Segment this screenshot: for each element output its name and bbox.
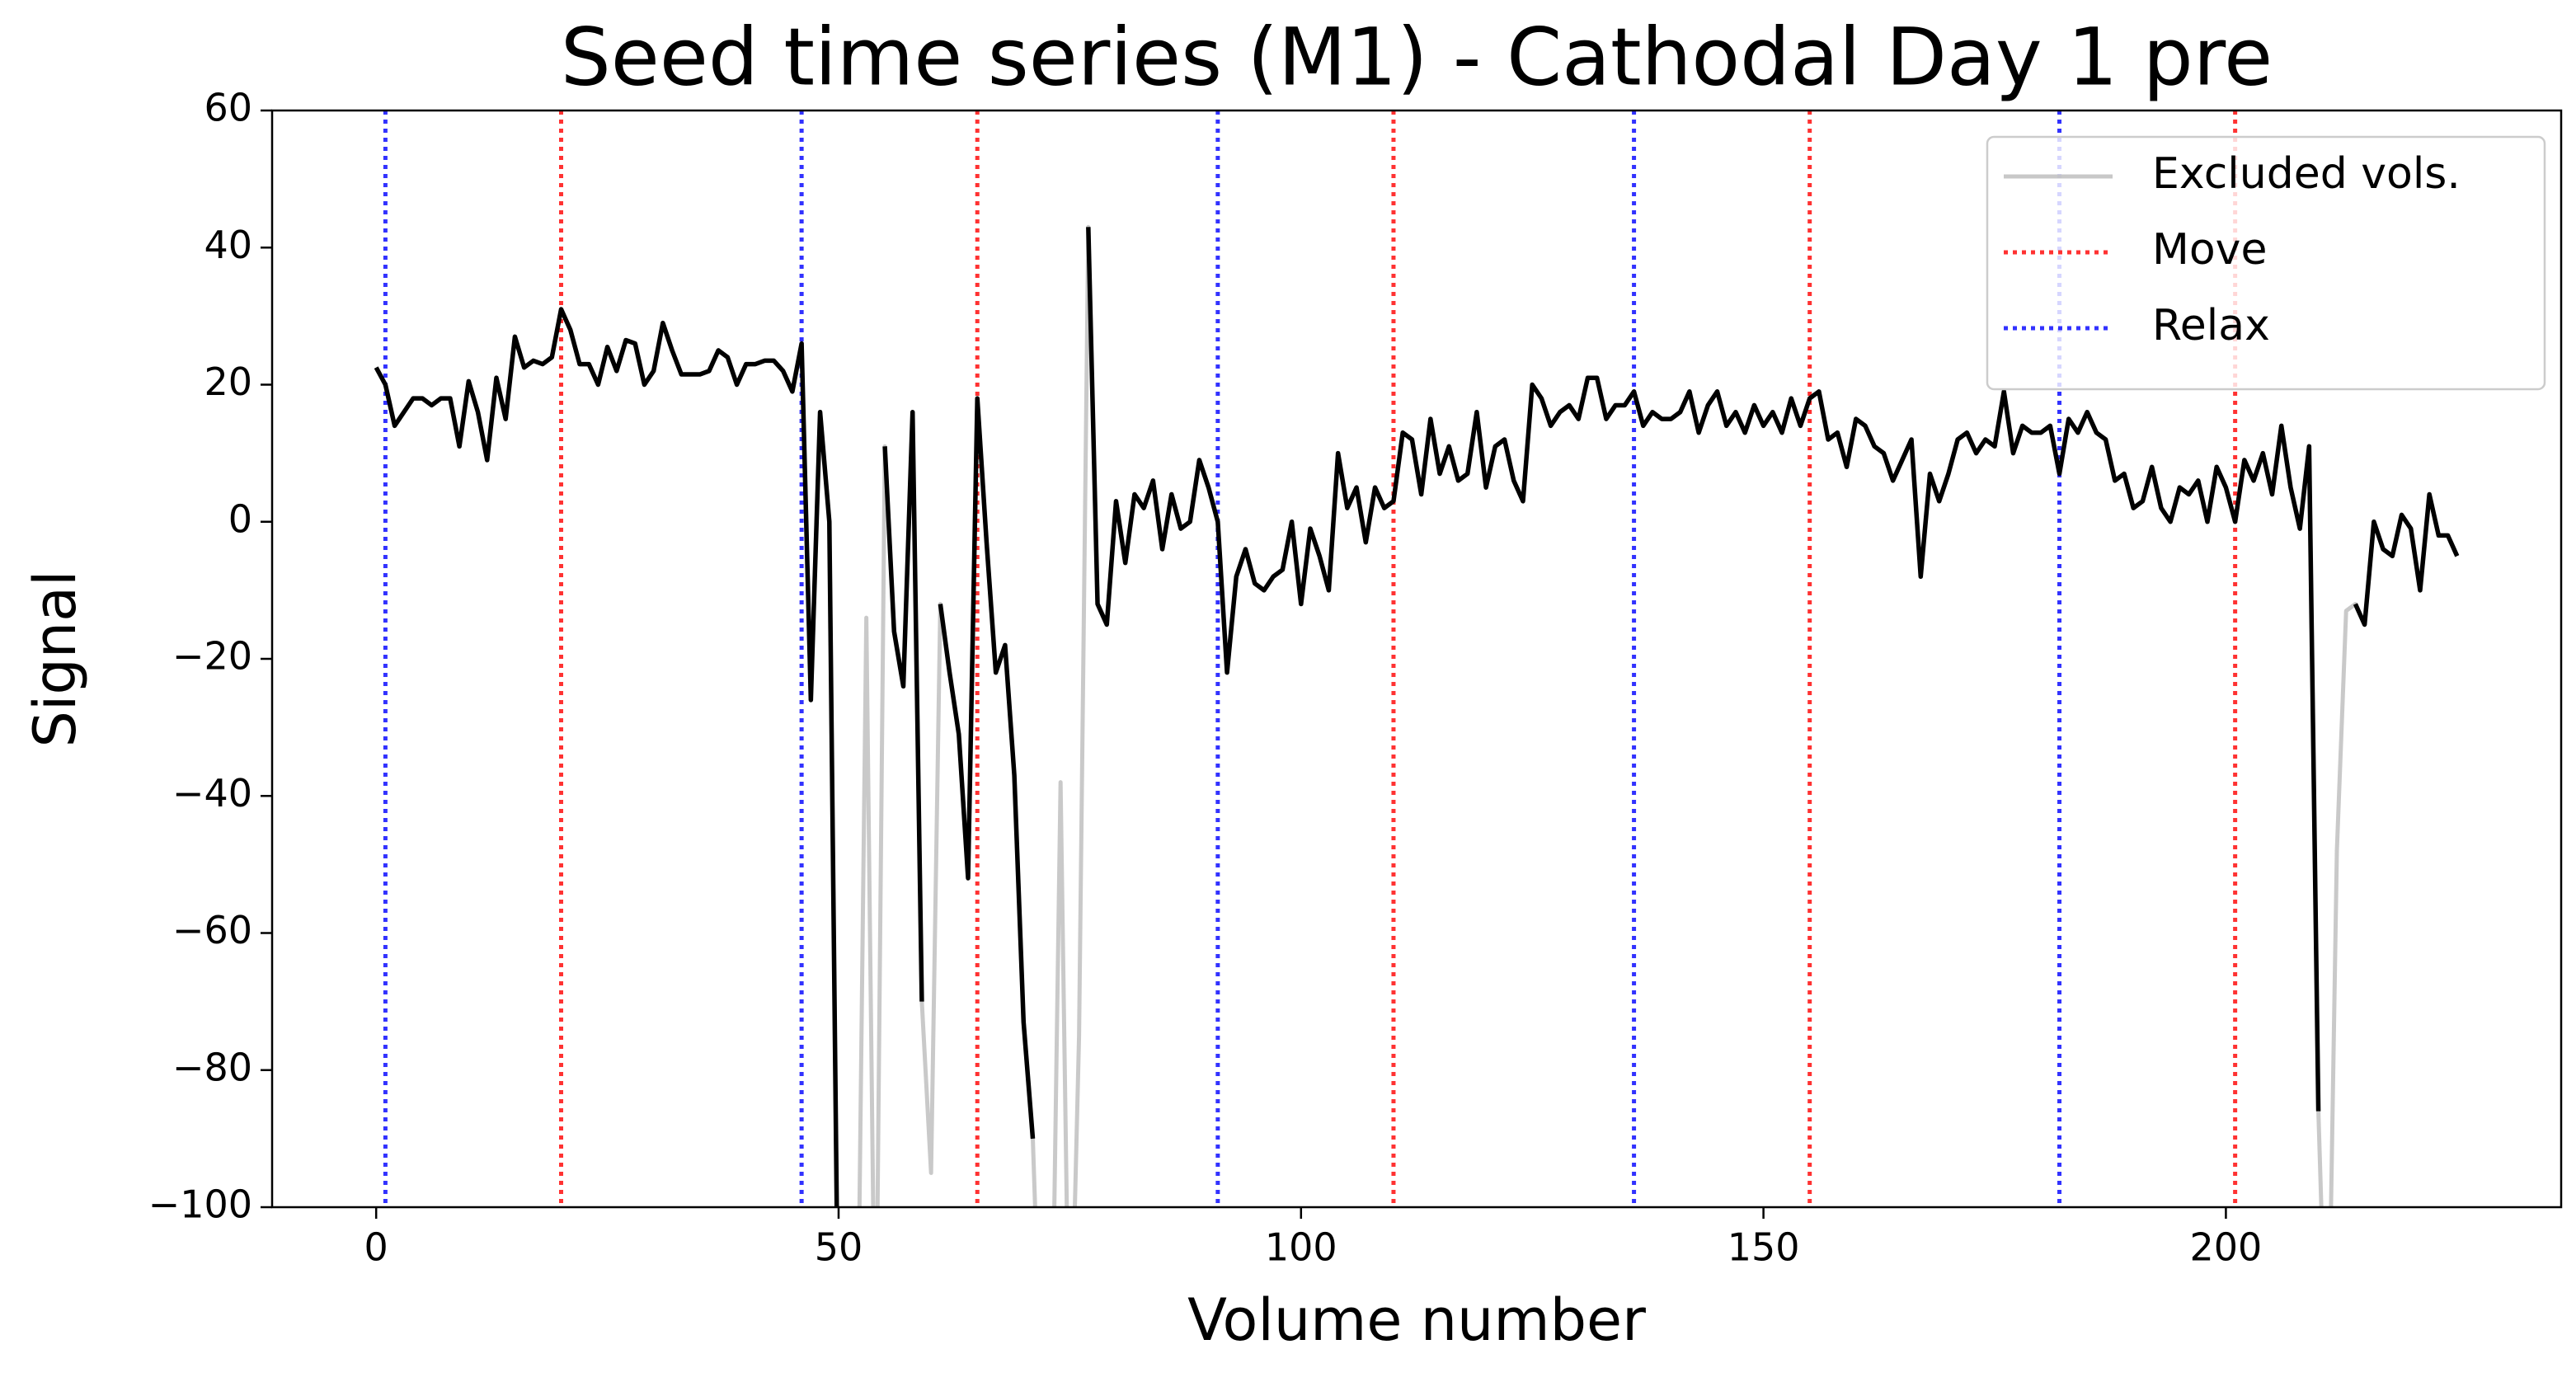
y-tick-label: −100 bbox=[148, 1182, 252, 1227]
excluded-line bbox=[374, 224, 2460, 1207]
legend-label: Move bbox=[2152, 225, 2267, 275]
y-tick-label: 60 bbox=[204, 86, 252, 130]
y-axis-label: Signal bbox=[21, 570, 89, 747]
y-tick-label: −80 bbox=[172, 1045, 252, 1089]
legend-label: Relax bbox=[2152, 301, 2270, 350]
x-tick-label: 50 bbox=[815, 1225, 863, 1270]
y-tick-label: −60 bbox=[172, 908, 252, 952]
y-tick-label: 40 bbox=[204, 223, 252, 267]
x-axis-label: Volume number bbox=[1187, 1286, 1646, 1354]
y-tick-label: −40 bbox=[172, 771, 252, 816]
x-tick-label: 100 bbox=[1265, 1225, 1337, 1270]
plot-area bbox=[374, 110, 2460, 1207]
x-tick-label: 200 bbox=[2190, 1225, 2263, 1270]
y-tick-label: 0 bbox=[228, 496, 252, 541]
y-tick-label: 20 bbox=[204, 360, 252, 404]
legend-label: Excluded vols. bbox=[2152, 149, 2461, 199]
legend-box bbox=[1986, 135, 2546, 391]
chart-title: Seed time series (M1) - Cathodal Day 1 p… bbox=[561, 11, 2273, 103]
x-tick-label: 150 bbox=[1728, 1225, 1800, 1270]
x-tick-label: 0 bbox=[364, 1225, 388, 1270]
signal-line bbox=[374, 227, 2460, 1207]
y-tick-label: −20 bbox=[172, 634, 252, 679]
